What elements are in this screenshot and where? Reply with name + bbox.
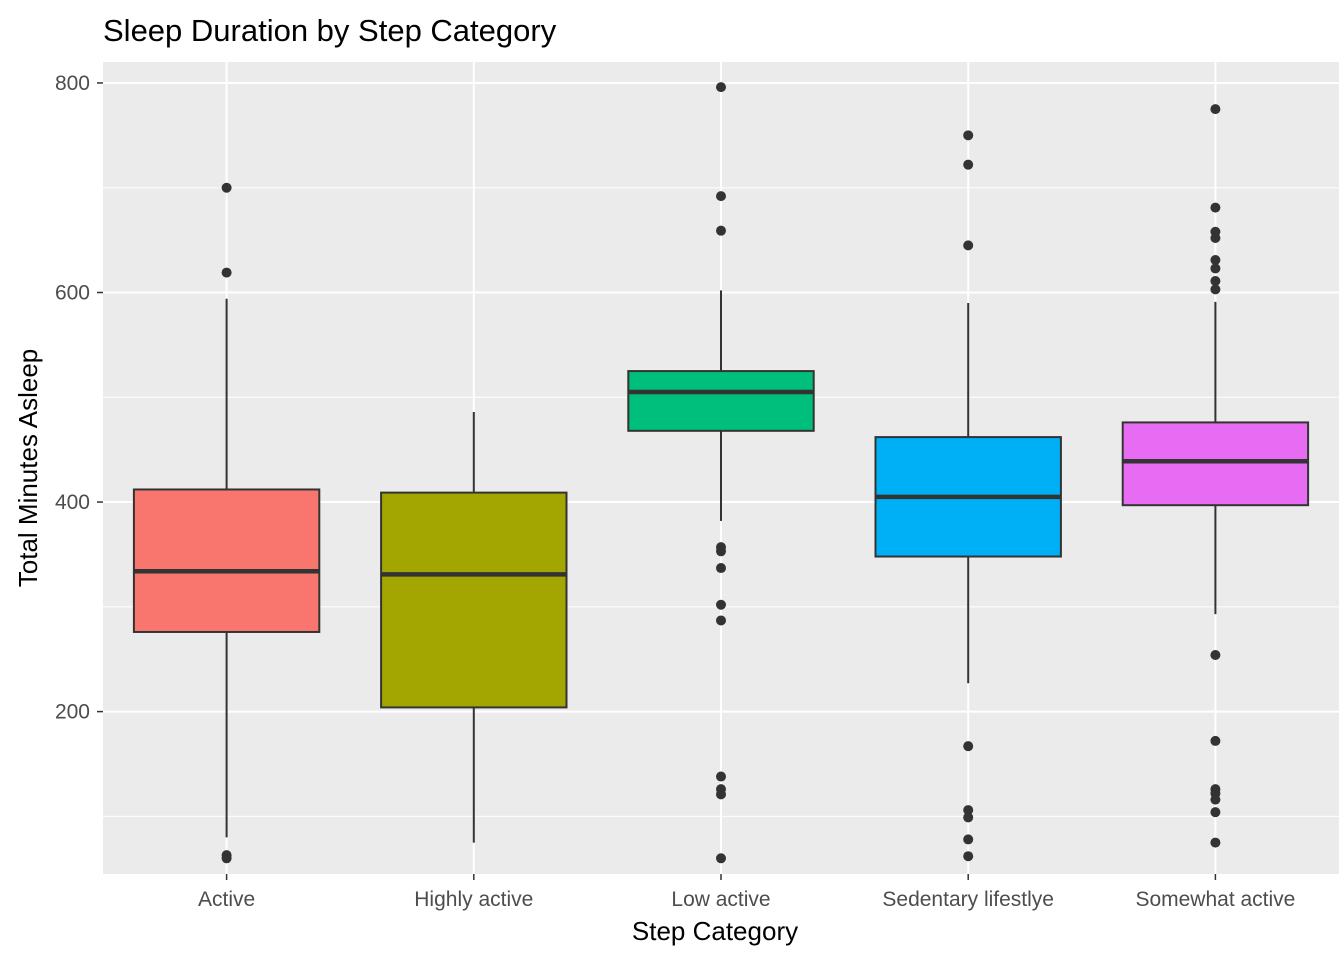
box-sedentary-lifestlye [874, 130, 1062, 862]
outlier-point [716, 563, 726, 574]
box-iqr [627, 370, 815, 432]
outlier-point [1210, 807, 1221, 818]
x-axis-title: Step Category [632, 916, 798, 946]
outlier-point [1210, 650, 1221, 661]
outlier-point [963, 159, 974, 170]
outlier-point [1210, 735, 1221, 746]
outlier-point [716, 191, 726, 202]
outlier-point [221, 853, 232, 864]
box-highly-active [380, 411, 568, 843]
outlier-point [963, 741, 974, 752]
x-tick-label: Low active [671, 888, 770, 911]
x-tick-label: Active [198, 888, 255, 911]
outlier-point [716, 771, 726, 782]
outlier-point [1210, 794, 1221, 805]
outlier-point [716, 789, 726, 800]
box-somewhat-active [1121, 104, 1310, 848]
outlier-point [1210, 202, 1221, 213]
outlier-point [221, 182, 232, 193]
x-axis: Active Highly active Low active Sedentary l… [198, 874, 1295, 911]
outlier-point [221, 267, 232, 278]
x-tick-label: Sedentary lifestlye [882, 888, 1054, 911]
y-tick-label: 200 [55, 701, 90, 724]
outlier-point [963, 240, 974, 251]
y-tick-label: 600 [55, 282, 90, 305]
x-tick-label: Somewhat active [1135, 888, 1295, 911]
outlier-point [963, 812, 974, 823]
outlier-point [1210, 837, 1221, 848]
box-series [132, 82, 1310, 864]
outlier-point [716, 599, 726, 610]
box-iqr [1121, 421, 1310, 507]
y-tick-label: 800 [55, 72, 90, 95]
outlier-point [716, 853, 726, 864]
outlier-point [963, 851, 974, 862]
outlier-point [716, 82, 726, 93]
outlier-point [963, 834, 974, 845]
outlier-point [716, 225, 726, 236]
outlier-point [963, 130, 974, 141]
outlier-point [1210, 284, 1221, 295]
chart-title: Sleep Duration by Step Category [103, 13, 557, 48]
outlier-point [1210, 104, 1221, 115]
box-iqr [132, 488, 321, 633]
outlier-point [716, 546, 726, 557]
y-tick-label: 400 [55, 491, 90, 514]
y-axis-title: Total Minutes Asleep [13, 349, 43, 587]
y-axis: 200 400 600 800 [55, 72, 103, 724]
outlier-point [1210, 233, 1221, 244]
outlier-point [1210, 275, 1221, 286]
outlier-point [1210, 263, 1221, 274]
outlier-point [716, 615, 726, 626]
outlier-point [963, 805, 974, 816]
box-iqr [380, 491, 568, 709]
outlier-point [1210, 255, 1221, 266]
box-active [132, 182, 321, 864]
box-low-active [627, 82, 815, 864]
x-tick-label: Highly active [414, 888, 533, 911]
